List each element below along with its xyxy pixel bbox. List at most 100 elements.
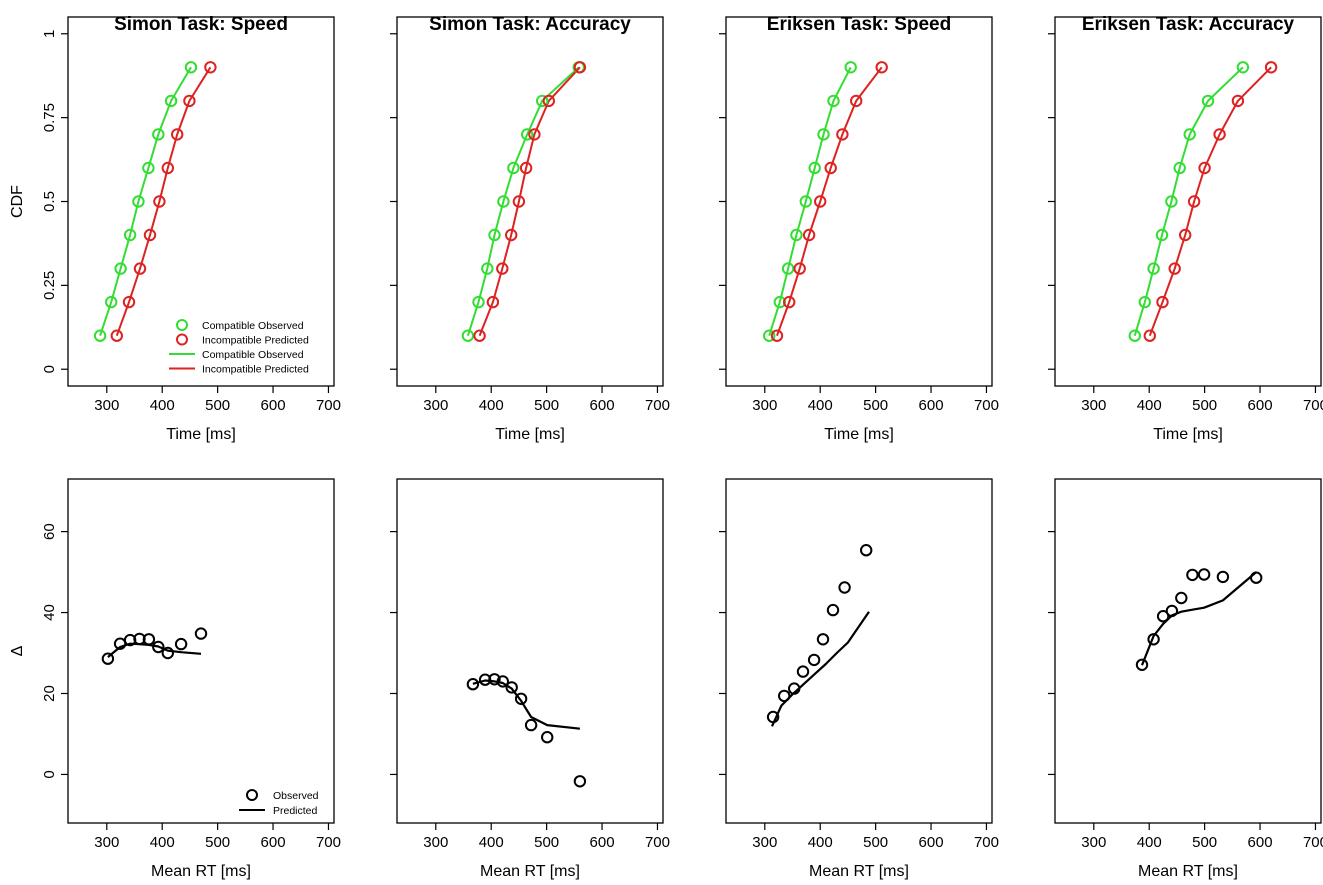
x-tick-label: 300 [752, 397, 777, 414]
cdf-point [808, 161, 821, 175]
y-axis-label: Δ [9, 645, 26, 656]
x-axis-label: Time [ms] [1153, 426, 1223, 443]
observed-point [1197, 568, 1211, 581]
x-axis-label: Mean RT [ms] [809, 863, 909, 880]
cdf-point [497, 195, 510, 208]
cdf-point [793, 262, 806, 275]
x-tick-label: 400 [1137, 834, 1162, 851]
delta-panel: 300 400 500 600 700 Mean RT [ms] [719, 478, 999, 880]
cdf-point [505, 228, 518, 242]
cdf-line [1133, 66, 1244, 336]
cdf-point [184, 61, 198, 74]
legend-point-symbol [246, 789, 258, 801]
cdf-point [507, 161, 520, 175]
cdf-point [1173, 161, 1186, 175]
cdf-point [114, 262, 127, 275]
x-tick-label: 700 [316, 834, 341, 851]
plot-frame [396, 478, 664, 824]
cdf-point [1183, 128, 1196, 141]
cdf-point [573, 61, 587, 74]
x-axis-label: Time [ms] [495, 426, 565, 443]
legend-point-symbol [176, 333, 188, 346]
cdf-point [1213, 128, 1226, 141]
cdf-point [802, 228, 816, 242]
x-tick-label: 400 [808, 834, 833, 851]
cdf-point [875, 61, 888, 74]
cdf-line [99, 66, 192, 337]
observed-point [514, 692, 528, 705]
cdf-point [799, 195, 812, 208]
x-tick-label: 600 [590, 834, 615, 851]
observed-point [161, 646, 175, 660]
cdf-point [496, 262, 509, 275]
delta-panel: 300 400 500 600 700 Mean RT [ms] [390, 478, 670, 880]
y-tick-label: 20 [41, 685, 58, 702]
observed-point [496, 675, 509, 688]
x-tick-label: 500 [1192, 834, 1217, 851]
cdf-point [1147, 262, 1160, 275]
cdf-point [142, 161, 155, 175]
cdf-line [466, 66, 580, 337]
delta-panel: 300 400 500 600 700 Mean RT [ms] 0 20 40 60 Δ Obser… [9, 478, 341, 880]
observed-point [142, 633, 156, 646]
observed-point [505, 681, 518, 694]
cdf-line [478, 66, 581, 337]
cdf-point [110, 329, 124, 342]
cdf-point [817, 128, 830, 141]
x-tick-label: 700 [645, 397, 670, 414]
cdf-point [827, 94, 840, 108]
x-tick-label: 700 [1303, 834, 1323, 851]
observed-point [816, 633, 830, 646]
cdf-point [183, 94, 196, 108]
predicted-line [1140, 571, 1257, 666]
panel-title: Eriksen Task: Speed [767, 14, 951, 35]
x-axis-label: Time [ms] [166, 426, 236, 443]
x-tick-label: 700 [974, 397, 999, 414]
x-tick-label: 400 [150, 397, 175, 414]
x-tick-label: 600 [261, 397, 286, 414]
cdf-line [115, 66, 212, 337]
cdf-point [1156, 295, 1169, 309]
observed-point [573, 775, 587, 788]
legend-label: Observed [273, 790, 319, 802]
observed-point [541, 731, 554, 744]
x-tick-label: 500 [863, 397, 888, 414]
x-tick-label: 500 [1192, 397, 1217, 414]
x-axis-label: Mean RT [ms] [1138, 863, 1238, 880]
x-tick-label: 600 [1248, 834, 1273, 851]
x-tick-label: 600 [919, 834, 944, 851]
x-tick-label: 300 [94, 397, 119, 414]
cdf-point [536, 94, 549, 108]
cdf-point [164, 94, 178, 108]
cdf-point [461, 329, 475, 342]
panel-title: Simon Task: Speed [114, 14, 288, 35]
cdf-point [1168, 262, 1181, 275]
x-tick-label: 400 [479, 397, 504, 414]
cdf-point [814, 195, 827, 208]
cdf-point [790, 228, 803, 242]
x-tick-label: 700 [316, 397, 341, 414]
x-tick-label: 400 [150, 834, 175, 851]
cdf-point [528, 128, 541, 141]
observed-point [838, 581, 851, 594]
cdf-point [161, 161, 175, 175]
observed-point [1135, 658, 1149, 671]
x-tick-label: 600 [590, 397, 615, 414]
x-tick-label: 600 [1248, 397, 1273, 414]
x-tick-label: 500 [863, 834, 888, 851]
observed-point [778, 689, 791, 703]
cdf-point [521, 128, 534, 141]
y-tick-label: 0.25 [41, 271, 58, 300]
cdf-point [1128, 329, 1142, 342]
cdf-point [763, 329, 776, 342]
cdf-point [105, 295, 118, 309]
cdf-point [488, 228, 501, 242]
cdf-point [850, 94, 863, 108]
plot-frame [1054, 478, 1322, 824]
cdf-point [1198, 161, 1211, 175]
x-tick-label: 700 [1303, 397, 1323, 414]
legend: Observed Predicted [239, 789, 319, 817]
cdf-point [153, 195, 166, 208]
cdf-point [123, 228, 137, 242]
